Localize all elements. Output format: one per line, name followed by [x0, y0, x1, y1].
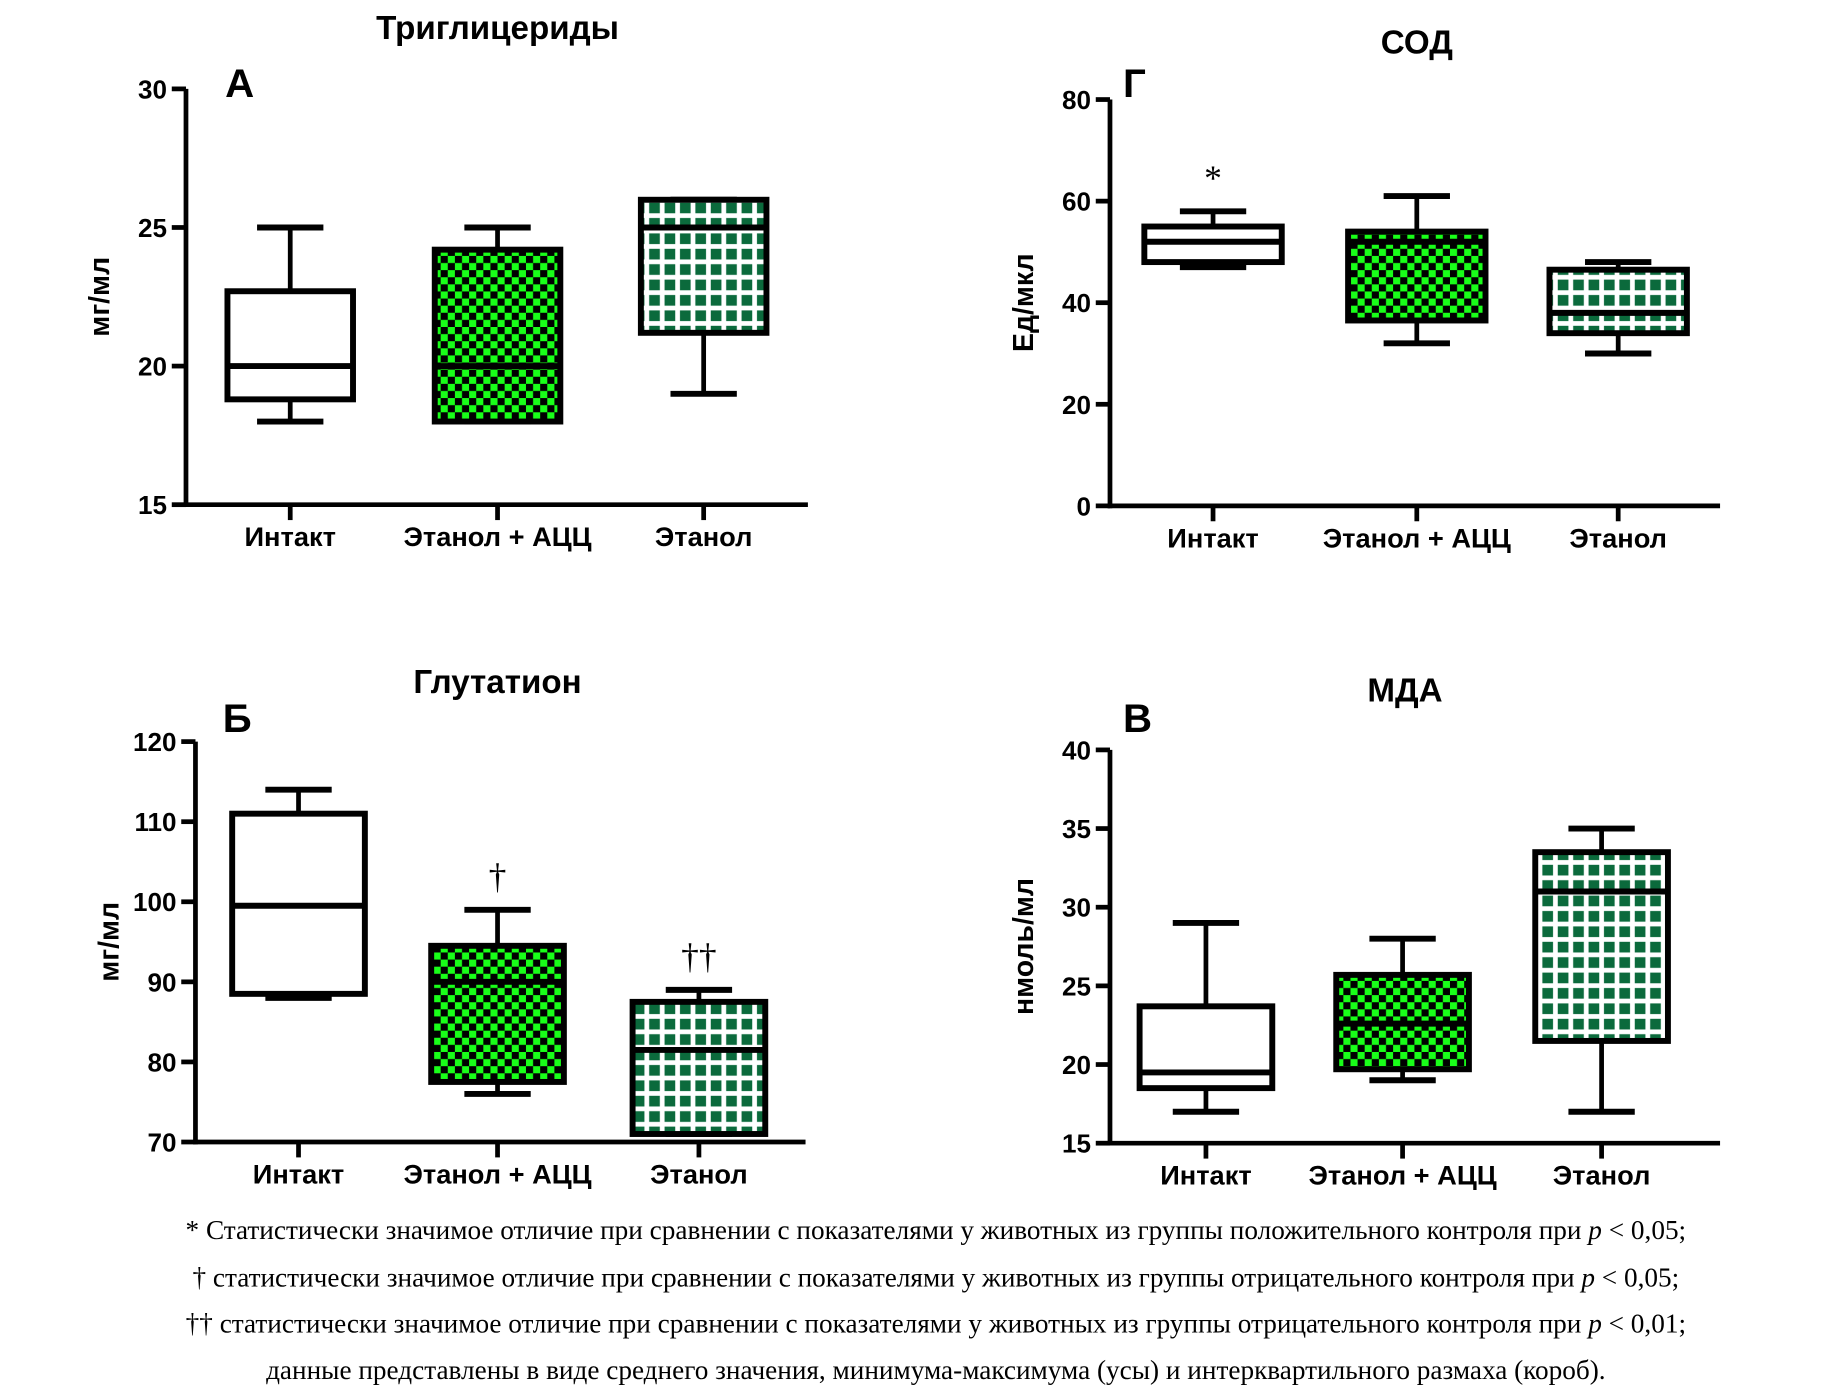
- y-tick-label: 80: [148, 1047, 177, 1077]
- iqr-box: [224, 288, 356, 403]
- box-plot: [1532, 825, 1671, 1115]
- box-plot: *: [1141, 158, 1285, 271]
- footnote-text: * Статистически значимое отличие при сра…: [186, 1215, 1589, 1245]
- chart-title: МДА: [1367, 672, 1442, 709]
- iqr-box: [637, 196, 770, 336]
- y-tick-label: 110: [134, 807, 176, 837]
- box-plot: [1333, 935, 1472, 1084]
- x-tick-label: Интакт: [1167, 522, 1258, 553]
- iqr-box: [1136, 1003, 1276, 1092]
- footnote-threshold: < 0,05;: [1602, 1215, 1686, 1245]
- box-plot: [637, 196, 770, 397]
- p-symbol: p: [1579, 1263, 1595, 1293]
- box-plot: †: [428, 856, 567, 1097]
- p-symbol: p: [1586, 1309, 1602, 1339]
- footnote-line: † статистически значимое отличие при сра…: [192, 1263, 1679, 1293]
- footnote-line: †† статистически значимое отличие при ср…: [186, 1309, 1686, 1339]
- x-tick-label: Этанол: [650, 1158, 748, 1189]
- y-tick-label: 35: [1062, 814, 1091, 844]
- box-plot: [229, 786, 368, 1001]
- panel-letter: Г: [1123, 61, 1146, 106]
- footnote-line: данные представлены в виде среднего знач…: [266, 1355, 1606, 1385]
- iqr-box: [428, 942, 567, 1085]
- y-tick-label: 120: [133, 727, 176, 757]
- y-tick-label: 0: [1077, 491, 1092, 521]
- x-tick-label: Этанол + АЦЦ: [1323, 522, 1511, 553]
- y-tick-label: 30: [1062, 893, 1091, 923]
- box-plot: [224, 224, 356, 425]
- y-tick-label: 100: [133, 887, 176, 917]
- significance-marker: ††: [681, 937, 717, 977]
- chart-title: Триглицериды: [376, 10, 619, 47]
- y-tick-label: 30: [138, 74, 167, 104]
- x-tick-label: Интакт: [253, 1158, 344, 1189]
- y-tick-label: 20: [1062, 390, 1091, 420]
- x-tick-label: Этанол + АЦЦ: [404, 1158, 592, 1189]
- x-tick-label: Этанол: [1553, 1160, 1651, 1191]
- y-tick-label: 25: [138, 213, 167, 243]
- y-axis-label: мг/мл: [84, 257, 116, 337]
- y-axis-label: Ед/мкл: [1008, 253, 1040, 352]
- iqr-box: [1345, 228, 1489, 324]
- y-tick-label: 15: [138, 490, 167, 520]
- box-plot: [431, 224, 564, 425]
- y-axis-label: мг/мл: [93, 902, 125, 982]
- box-chart-panel: СОД Г Ед/мкл 0 20 40 60 80 Интакт * Этанол + АЦЦ Эт…: [1008, 24, 1721, 553]
- chart-title: Глутатион: [413, 664, 581, 701]
- iqr-box: [1532, 849, 1671, 1044]
- y-tick-label: 90: [148, 967, 177, 997]
- iqr-box: [1546, 266, 1690, 337]
- y-tick-label: 40: [1062, 735, 1091, 765]
- y-tick-label: 70: [148, 1127, 177, 1157]
- box-chart-panel: Глутатион Бмг/мл 70 80 90 100 110 120 Интакт Этан…: [93, 664, 806, 1189]
- y-tick-label: 25: [1062, 971, 1091, 1001]
- footnote-text: †† статистически значимое отличие при ср…: [186, 1309, 1589, 1339]
- y-tick-label: 80: [1062, 85, 1091, 115]
- y-tick-label: 20: [138, 352, 167, 382]
- box-plot: [1345, 193, 1489, 347]
- footnote-line: * Статистически значимое отличие при сра…: [186, 1215, 1687, 1245]
- footnote-threshold: < 0,05;: [1595, 1263, 1679, 1293]
- x-tick-label: Этанол + АЦЦ: [1309, 1160, 1497, 1191]
- panel-letter: А: [225, 61, 254, 106]
- y-tick-label: 60: [1062, 187, 1091, 217]
- footnote-text: † статистически значимое отличие при сра…: [192, 1263, 1581, 1293]
- box-chart-panel: Триглицериды Амг/мл 15 20 25 30 Интакт Этанол +…: [84, 10, 808, 552]
- box-plot: [1546, 259, 1690, 357]
- footnote-text: данные представлены в виде среднего знач…: [266, 1355, 1606, 1385]
- box-plot: [1136, 919, 1276, 1115]
- box-plot: ††: [629, 937, 769, 1137]
- significance-marker: †: [489, 856, 507, 896]
- p-symbol: p: [1586, 1215, 1602, 1245]
- footnotes: * Статистически значимое отличие при сра…: [186, 1215, 1687, 1385]
- panel-letter: В: [1123, 696, 1152, 741]
- y-axis-label: нмоль/мл: [1008, 878, 1040, 1015]
- x-tick-label: Этанол: [655, 521, 753, 552]
- iqr-box: [629, 998, 769, 1137]
- y-tick-label: 20: [1062, 1050, 1091, 1080]
- x-tick-label: Этанол: [1569, 522, 1667, 553]
- footnote-threshold: < 0,01;: [1602, 1309, 1686, 1339]
- panel-letter: Б: [223, 696, 252, 741]
- x-tick-label: Интакт: [244, 521, 335, 552]
- y-tick-label: 15: [1062, 1129, 1091, 1159]
- x-tick-label: Этанол + АЦЦ: [404, 521, 592, 552]
- significance-marker: *: [1204, 158, 1222, 198]
- y-tick-label: 40: [1062, 288, 1091, 318]
- x-tick-label: Интакт: [1160, 1160, 1251, 1191]
- chart-title: СОД: [1381, 24, 1453, 61]
- iqr-box: [431, 246, 564, 425]
